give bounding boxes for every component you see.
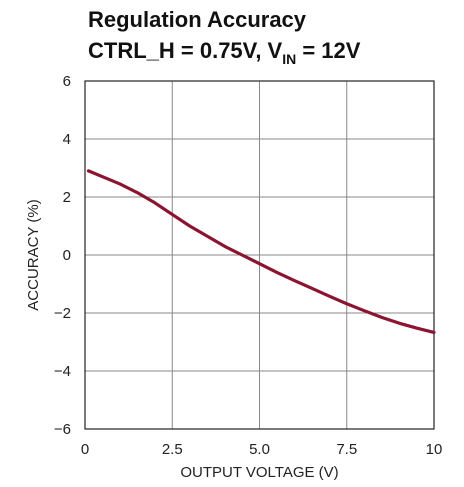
chart-title-line-2: CTRL_H = 0.75V, VIN = 12V bbox=[88, 38, 361, 67]
y-axis-label: ACCURACY (%) bbox=[25, 199, 42, 310]
y-tick-label: −2 bbox=[54, 305, 71, 322]
y-axis-tick-labels: −6 −4 −2 0 2 4 6 bbox=[54, 73, 71, 438]
chart-title-line-2-subscript: IN bbox=[282, 51, 296, 67]
x-axis-tick-labels: 0 2.5 5.0 7.5 10 bbox=[81, 441, 443, 458]
x-axis-label: OUTPUT VOLTAGE (V) bbox=[180, 464, 338, 481]
y-tick-label: −6 bbox=[54, 421, 71, 438]
x-tick-label: 10 bbox=[426, 441, 443, 458]
y-tick-label: −4 bbox=[54, 363, 71, 380]
x-tick-label: 2.5 bbox=[162, 441, 183, 458]
y-tick-label: 4 bbox=[63, 131, 71, 148]
chart-title-line-2-suffix: = 12V bbox=[296, 38, 361, 63]
x-tick-label: 0 bbox=[81, 441, 89, 458]
chart-title-line-2-prefix: CTRL_H = 0.75V, V bbox=[88, 38, 283, 63]
y-tick-label: 0 bbox=[63, 247, 71, 264]
plot-area-frame bbox=[84, 80, 435, 430]
chart-title: Regulation Accuracy CTRL_H = 0.75V, VIN … bbox=[88, 7, 361, 67]
y-tick-label: 6 bbox=[63, 73, 71, 90]
x-tick-label: 5.0 bbox=[249, 441, 270, 458]
y-tick-label: 2 bbox=[63, 189, 71, 206]
x-tick-label: 7.5 bbox=[336, 441, 357, 458]
grid-lines bbox=[85, 81, 434, 429]
series-lines bbox=[86, 169, 436, 335]
chart-title-line-1: Regulation Accuracy bbox=[88, 7, 307, 32]
accuracy-series-line bbox=[86, 169, 436, 335]
